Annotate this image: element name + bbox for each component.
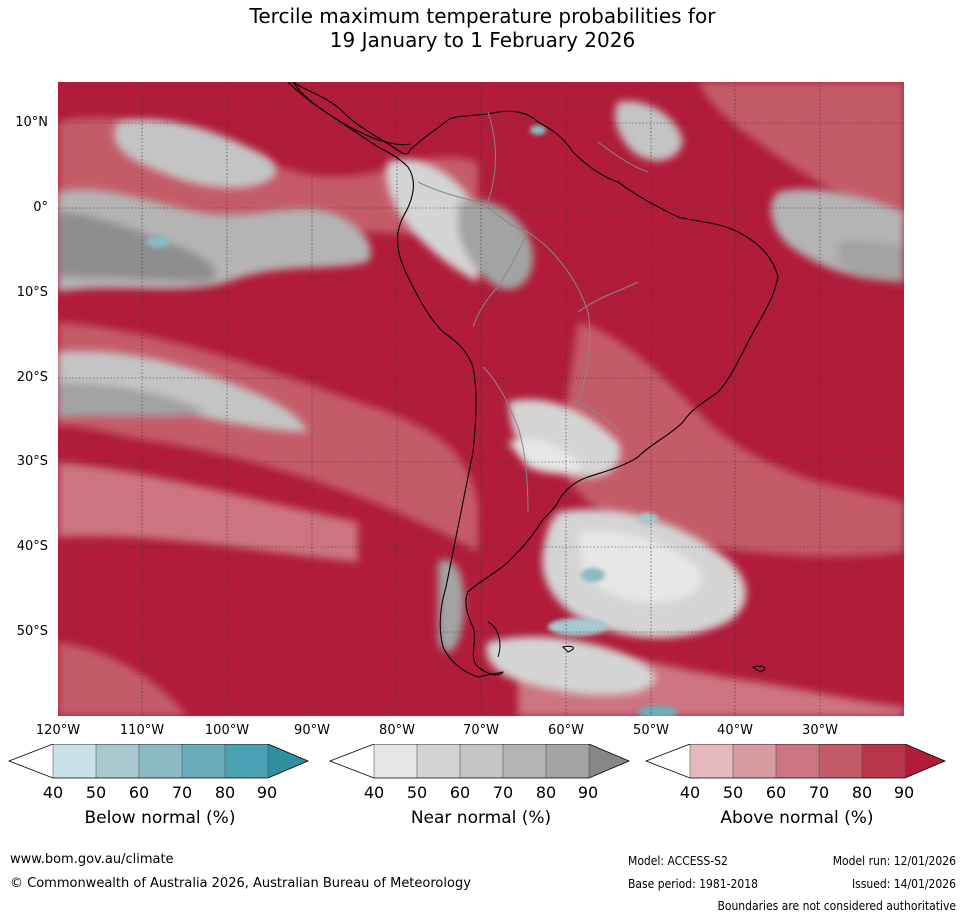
colorbar-segment — [374, 744, 417, 778]
colorbar-near-normal — [329, 744, 631, 779]
lon-label-50w: 50°W — [633, 723, 669, 738]
colorbar-segment — [819, 744, 862, 778]
above-tick-50: 50 — [722, 783, 744, 802]
issued-date: Issued: 14/01/2026 — [851, 877, 956, 891]
boundary-disclaimer: Boundaries are not considered authoritat… — [717, 899, 956, 913]
colorbar-right-arrow — [268, 744, 308, 778]
legend-near-normal — [329, 744, 633, 782]
below-tick-40: 40 — [42, 783, 64, 802]
colorbar-segment — [503, 744, 546, 778]
colorbar-outline — [8, 744, 310, 779]
map-canvas — [58, 82, 904, 716]
central-america-coastline — [287, 82, 411, 146]
colorbar-segment — [690, 744, 733, 778]
below-tick-50: 50 — [85, 783, 107, 802]
near-tick-80: 80 — [535, 783, 557, 802]
website-link[interactable]: www.bom.gov.au/climate — [10, 852, 174, 867]
colorbar-segment — [733, 744, 776, 778]
legend-title-above: Above normal (%) — [720, 808, 874, 828]
near-tick-70: 70 — [492, 783, 514, 802]
lon-label-80w: 80°W — [379, 723, 415, 738]
lon-label-110w: 110°W — [119, 723, 165, 738]
colorbar-segment — [862, 744, 905, 778]
near-tick-50: 50 — [406, 783, 428, 802]
colorbar-below-normal — [8, 744, 310, 779]
colorbar-right-arrow — [905, 744, 945, 778]
below-tick-80: 80 — [214, 783, 236, 802]
colorbar-outline — [329, 744, 631, 779]
lat-label-10s: 10°S — [16, 285, 48, 300]
colorbar-segment — [53, 744, 96, 778]
lat-label-10n: 10°N — [15, 115, 48, 130]
model-name: Model: ACCESS-S2 — [628, 854, 728, 868]
model-run-date: Model run: 12/01/2026 — [832, 854, 956, 868]
lat-label-30s: 30°S — [16, 454, 48, 469]
south-america-coastline — [292, 82, 779, 678]
lon-label-30w: 30°W — [802, 723, 838, 738]
lon-label-40w: 40°W — [717, 723, 753, 738]
below-normal-regions — [146, 125, 678, 716]
lon-label-100w: 100°W — [204, 723, 250, 738]
colorbar-above-normal — [645, 744, 947, 779]
colorbar-left-arrow — [330, 744, 374, 778]
colorbar-segment — [139, 744, 182, 778]
colorbar-right-arrow — [589, 744, 629, 778]
colorbar-segment — [417, 744, 460, 778]
colorbar-segment — [460, 744, 503, 778]
near-tick-60: 60 — [449, 783, 471, 802]
colorbar-segment — [546, 744, 589, 778]
lon-label-70w: 70°W — [463, 723, 499, 738]
lon-label-120w: 120°W — [35, 723, 81, 738]
below-tick-60: 60 — [128, 783, 150, 802]
colorbar-segment — [96, 744, 139, 778]
lat-label-50s: 50°S — [16, 624, 48, 639]
below-tick-90: 90 — [256, 783, 278, 802]
above-tick-70: 70 — [808, 783, 830, 802]
colorbar-segment — [225, 744, 268, 778]
copyright-text: © Commonwealth of Australia 2026, Austra… — [10, 876, 471, 891]
above-tick-40: 40 — [679, 783, 701, 802]
colorbar-left-arrow — [646, 744, 690, 778]
near-normal-regions — [58, 101, 904, 696]
colorbar-segment — [182, 744, 225, 778]
lon-label-60w: 60°W — [548, 723, 584, 738]
lat-label-40s: 40°S — [16, 539, 48, 554]
probability-map — [58, 82, 904, 716]
colorbar-left-arrow — [9, 744, 53, 778]
legend-below-normal — [8, 744, 312, 782]
country-boundaries — [417, 111, 649, 513]
legend-title-below: Below normal (%) — [84, 808, 236, 828]
colorbar-segment — [776, 744, 819, 778]
near-tick-90: 90 — [577, 783, 599, 802]
lat-label-20s: 20°S — [16, 370, 48, 385]
title-line-1: Tercile maximum temperature probabilitie… — [249, 4, 716, 28]
title-line-2: 19 January to 1 February 2026 — [329, 28, 636, 52]
above-tick-80: 80 — [851, 783, 873, 802]
above-tick-90: 90 — [893, 783, 915, 802]
lon-label-90w: 90°W — [294, 723, 330, 738]
near-tick-40: 40 — [363, 783, 385, 802]
lat-label-0: 0° — [33, 200, 48, 215]
above-tick-60: 60 — [765, 783, 787, 802]
graticule — [58, 82, 904, 716]
islands — [487, 621, 766, 673]
legend-title-near: Near normal (%) — [410, 808, 552, 828]
base-period: Base period: 1981-2018 — [628, 877, 759, 891]
legend-above-normal — [645, 744, 949, 782]
map-title: Tercile maximum temperature probabilitie… — [0, 4, 965, 52]
below-tick-70: 70 — [171, 783, 193, 802]
colorbar-outline — [645, 744, 947, 779]
